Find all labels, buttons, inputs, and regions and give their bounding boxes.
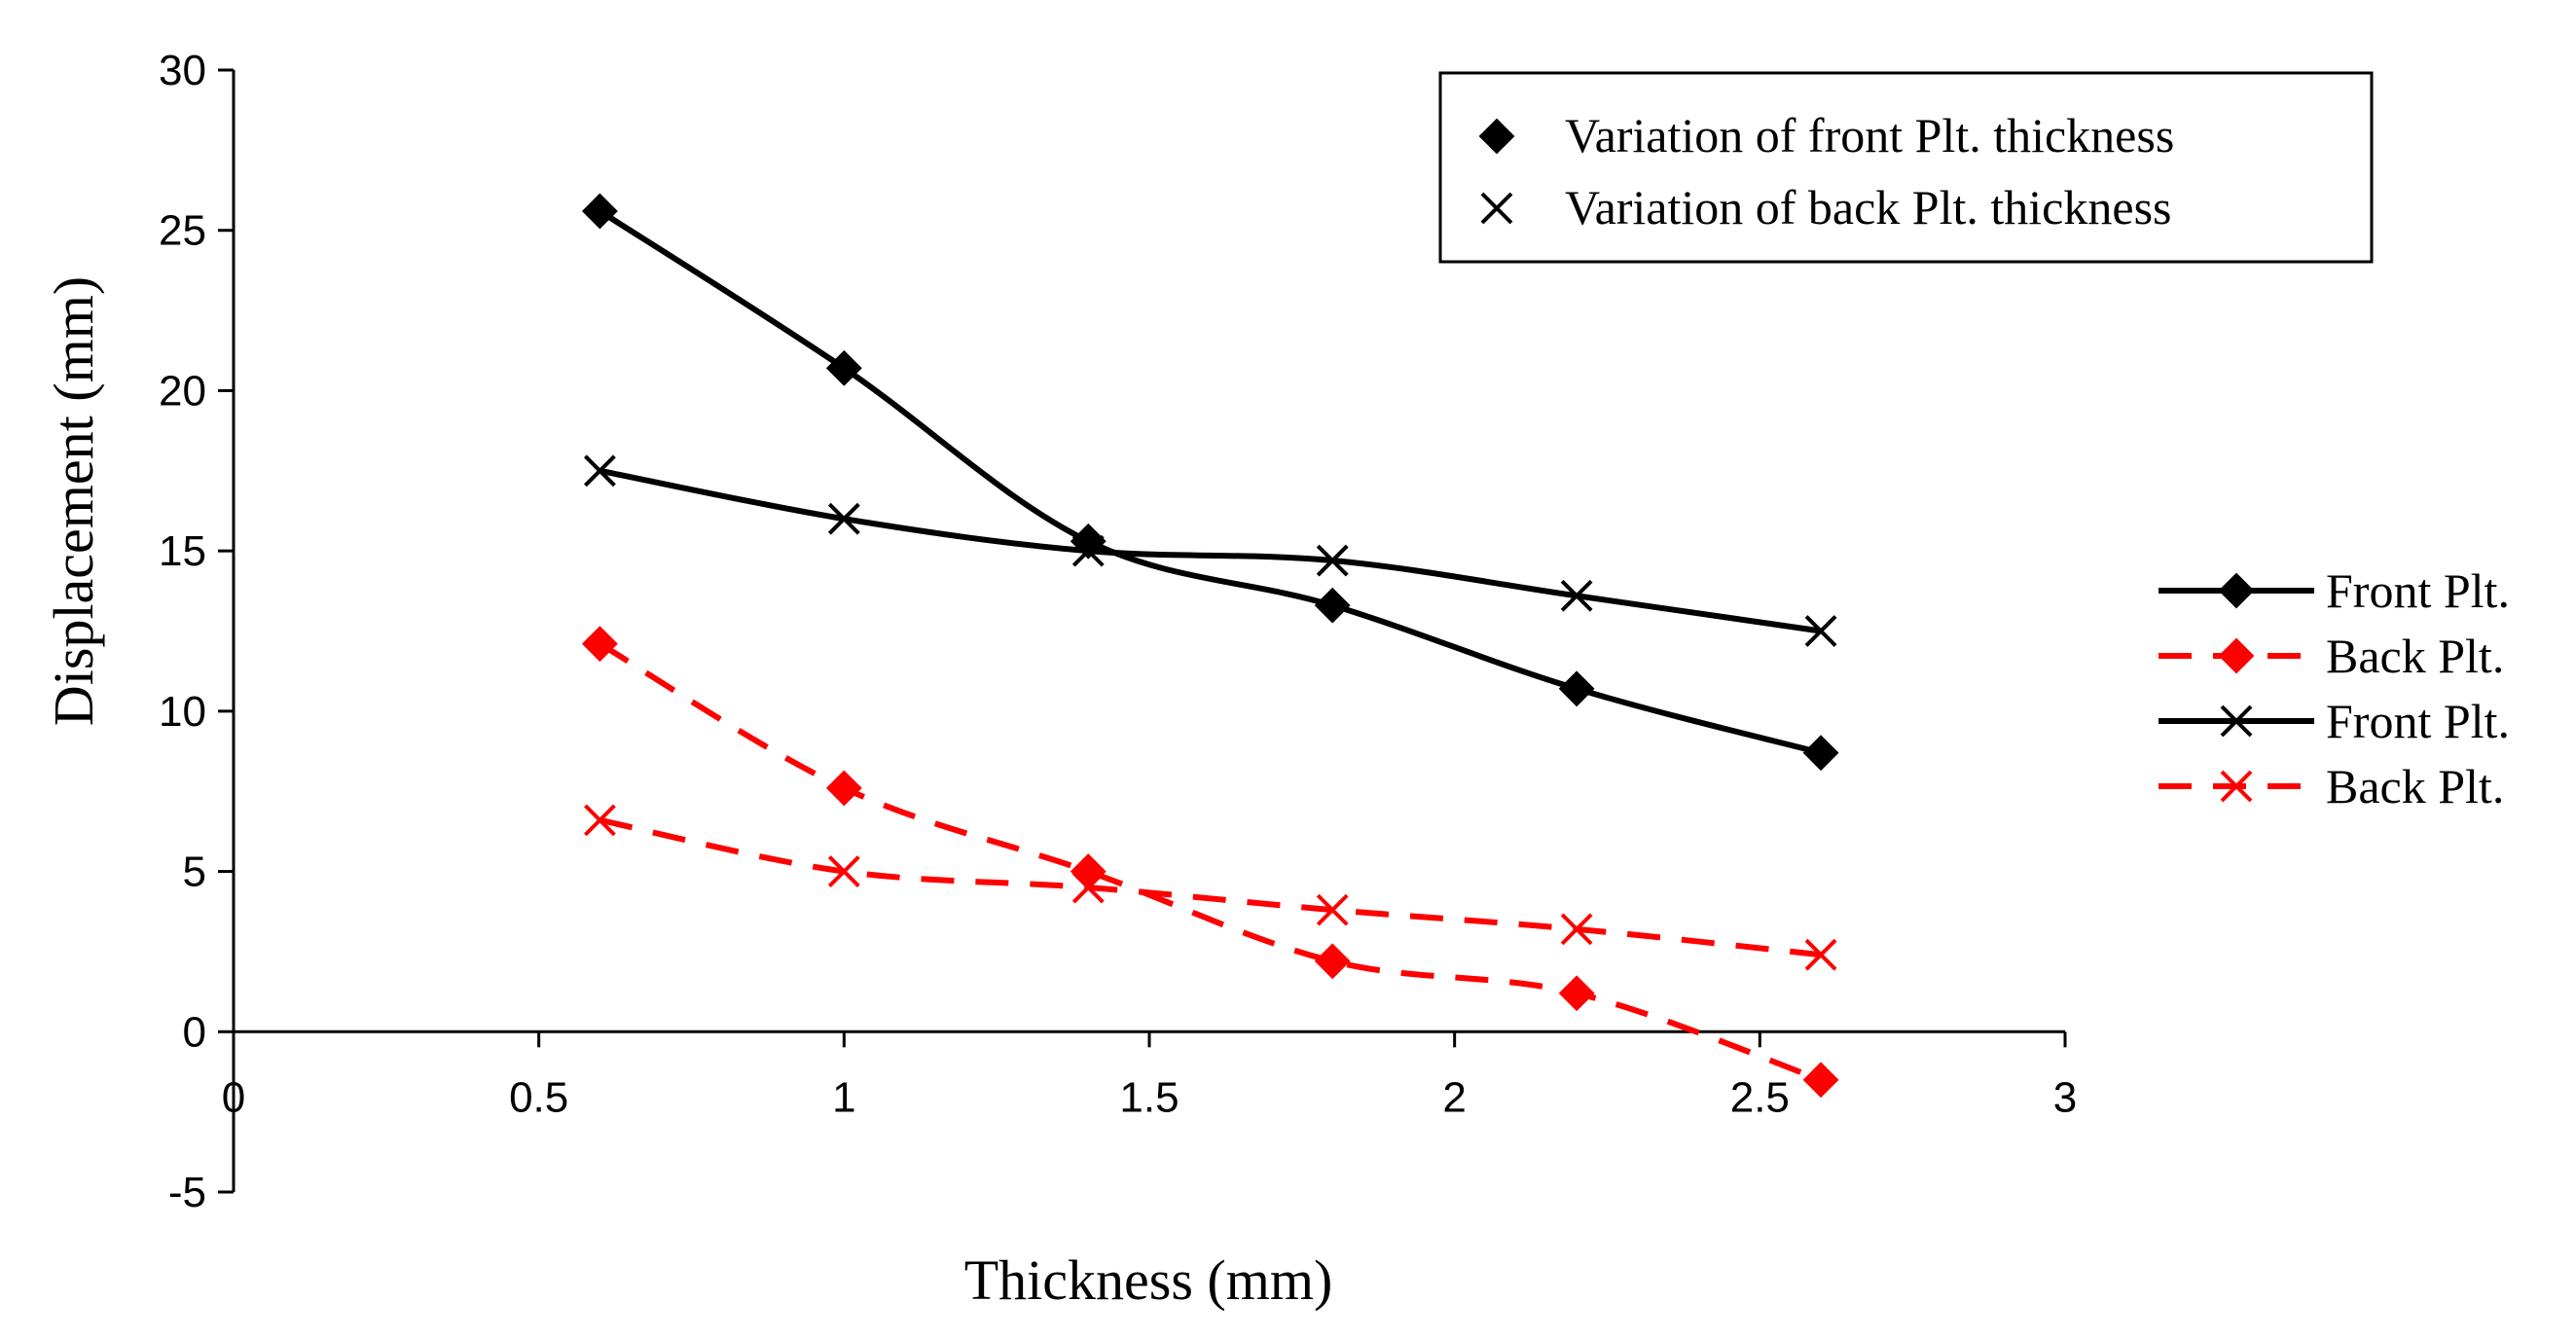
legend-marker <box>2220 770 2253 803</box>
y-tick-label: 20 <box>159 367 206 415</box>
legend-series-label: Front Plt. <box>2326 563 2510 618</box>
legend-marker-x <box>1480 192 1513 225</box>
data-point-x <box>583 454 616 488</box>
series-3 <box>583 804 1837 971</box>
data-point-x <box>1071 534 1105 567</box>
y-tick-label: 5 <box>183 849 206 896</box>
data-point-diamond <box>1314 943 1351 980</box>
legend-boxed-markers <box>1478 118 1515 225</box>
data-point-diamond <box>581 193 618 230</box>
y-tick-label: 30 <box>159 47 206 94</box>
data-point-x <box>1804 615 1837 647</box>
data-point-diamond <box>1802 735 1839 772</box>
x-tick-label: 2 <box>1442 1073 1466 1121</box>
y-tick-label: 10 <box>159 688 206 736</box>
y-tick-label: -5 <box>168 1169 206 1216</box>
data-point-x <box>583 804 616 837</box>
legend-series-entry: Front Plt. <box>2159 694 2510 748</box>
legend-marker <box>2218 637 2255 674</box>
legend-entry-front-variation: Variation of front Plt. thickness <box>1565 108 2174 163</box>
data-point-diamond <box>1314 587 1351 624</box>
series-line <box>598 208 1822 756</box>
y-axis-title: Displacement (mm) <box>42 276 105 726</box>
series-0 <box>581 193 1839 772</box>
y-tick-label: 15 <box>159 527 206 575</box>
legend-marker-diamond <box>1478 118 1515 155</box>
y-tick-label: 25 <box>159 207 206 255</box>
data-point-x <box>1316 893 1349 926</box>
series-line <box>599 467 1822 634</box>
x-tick-label: 3 <box>2053 1073 2077 1121</box>
data-point-x <box>1804 938 1837 971</box>
x-tick-label: 0 <box>222 1073 245 1121</box>
data-point-x <box>1071 871 1105 904</box>
series-1 <box>581 626 1839 1099</box>
data-point-diamond <box>1070 853 1107 889</box>
x-tick-label: 1.5 <box>1119 1073 1179 1121</box>
legend-box <box>1438 71 2374 264</box>
legend-boxed: Variation of front Plt. thickness Variat… <box>1438 71 2374 264</box>
data-point-x <box>1560 579 1593 612</box>
data-point-x <box>827 502 860 535</box>
y-ticks: -5 0 5 10 15 20 25 30 <box>159 47 234 1216</box>
x-tick-label: 2.5 <box>1730 1073 1790 1121</box>
legend-series-entry: Back Plt. <box>2159 759 2504 813</box>
series-line <box>599 816 1822 958</box>
x-axis-title: Thickness (mm) <box>964 1248 1333 1312</box>
data-point-diamond <box>1558 975 1595 1012</box>
legend-series-label: Back Plt. <box>2326 629 2504 683</box>
x-tick-label: 0.5 <box>509 1073 568 1121</box>
legend-series-label: Front Plt. <box>2326 694 2510 748</box>
data-point-x <box>827 855 860 887</box>
data-point-x <box>1316 544 1349 577</box>
data-point-diamond <box>825 349 862 386</box>
legend-marker <box>2218 572 2255 609</box>
data-point-diamond <box>825 770 862 807</box>
x-ticks: 0 0.5 1 1.5 2 2.5 3 <box>222 1031 2077 1121</box>
legend-series: Front Plt. Back Plt. Front Plt. Back Plt. <box>2159 563 2510 813</box>
legend-marker <box>2220 705 2253 738</box>
series-2 <box>583 454 1837 647</box>
data-point-diamond <box>581 626 618 663</box>
data-point-x <box>1560 913 1593 946</box>
legend-series-entry: Back Plt. <box>2159 629 2504 683</box>
data-point-diamond <box>1558 670 1595 707</box>
data-point-diamond <box>1802 1062 1839 1099</box>
x-tick-label: 1 <box>832 1073 855 1121</box>
legend-series-entry: Front Plt. <box>2159 563 2510 618</box>
y-tick-label: 0 <box>183 1008 206 1056</box>
series-line <box>598 641 1823 1083</box>
legend-entry-back-variation: Variation of back Plt. thickness <box>1565 180 2172 235</box>
series-layer <box>581 193 1839 1099</box>
legend-series-label: Back Plt. <box>2326 759 2504 813</box>
